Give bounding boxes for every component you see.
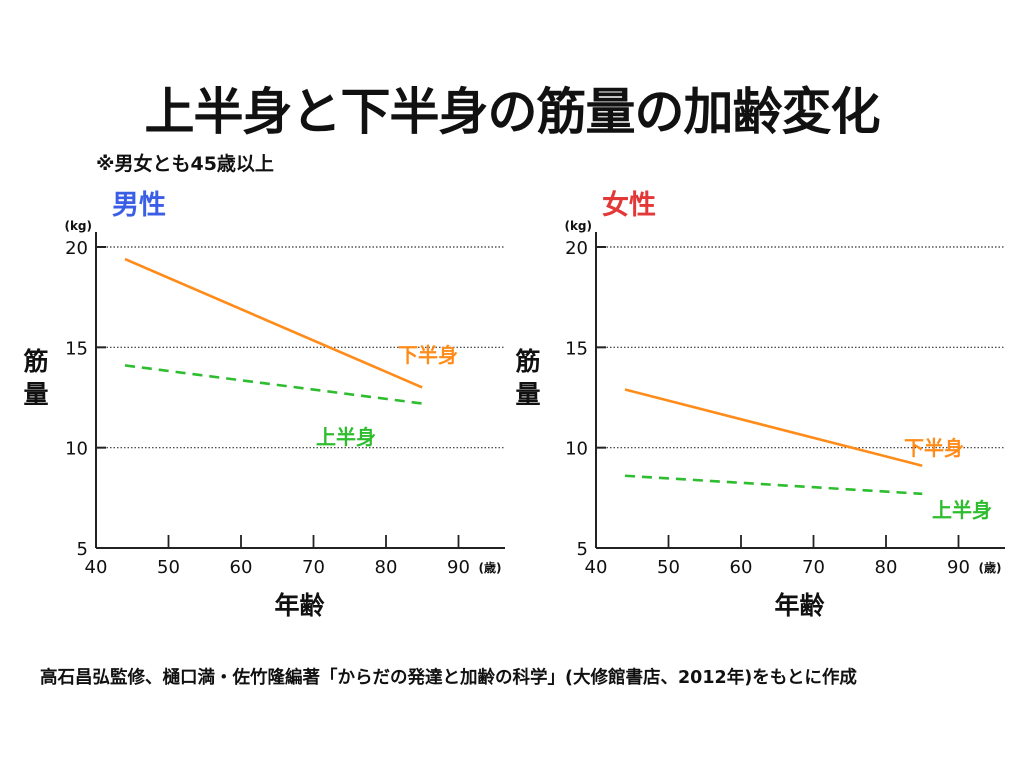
y-tick-label-20: 20	[65, 238, 88, 259]
series-line-lower-body	[624, 388, 923, 467]
x-tick-label-80: 80	[875, 557, 898, 578]
x-tick-label-90: 90	[947, 557, 970, 578]
y-axis-title-char-1: 量	[515, 380, 540, 409]
series-label-lower-body: 下半身	[398, 343, 458, 367]
series-line-lower-body	[124, 257, 423, 389]
source-citation: 高石昌弘監修、樋口満・佐竹隆編著「からだの発達と加齢の科学」(大修館書店、201…	[40, 668, 857, 688]
x-unit-label: (歳)	[979, 560, 1002, 575]
y-tick-label-10: 10	[65, 439, 88, 460]
male-panel-title: 男性	[112, 190, 166, 221]
y-tick-label-5: 5	[577, 539, 588, 560]
y-axis-title-char-0: 筋	[515, 347, 540, 376]
y-tick-label-20: 20	[565, 238, 588, 259]
x-tick-label-70: 70	[302, 557, 325, 578]
female-panel-title: 女性	[602, 190, 656, 221]
x-tick-label-80: 80	[375, 557, 398, 578]
x-tick-label-90: 90	[447, 557, 470, 578]
y-unit-label: (kg)	[564, 219, 592, 233]
y-tick-label-15: 15	[65, 338, 88, 359]
series-label-lower-body: 下半身	[904, 436, 964, 460]
series-line-upper-body	[124, 364, 423, 405]
y-axis-title-char-1: 量	[23, 380, 48, 409]
x-axis-title: 年齢	[774, 591, 824, 620]
x-tick-label-60: 60	[730, 557, 753, 578]
series-label-upper-body: 上半身	[316, 425, 376, 449]
series-line-upper-body	[624, 474, 923, 496]
x-axis-title: 年齢	[274, 591, 324, 620]
age-note: ※男女とも45歳以上	[96, 153, 274, 175]
x-unit-label: (歳)	[479, 560, 502, 575]
x-tick-label-50: 50	[657, 557, 680, 578]
x-tick-label-50: 50	[157, 557, 180, 578]
y-axis-title-char-0: 筋	[23, 347, 48, 376]
y-unit-label: (kg)	[64, 219, 92, 233]
x-tick-label-60: 60	[230, 557, 253, 578]
series-label-upper-body: 上半身	[932, 498, 992, 522]
y-tick-label-10: 10	[565, 439, 588, 460]
y-tick-label-5: 5	[77, 539, 88, 560]
y-tick-label-15: 15	[565, 338, 588, 359]
x-tick-label-70: 70	[802, 557, 825, 578]
x-tick-label-40: 40	[585, 557, 608, 578]
x-tick-label-40: 40	[85, 557, 108, 578]
page-title: 上半身と下半身の筋量の加齢変化	[144, 83, 881, 141]
